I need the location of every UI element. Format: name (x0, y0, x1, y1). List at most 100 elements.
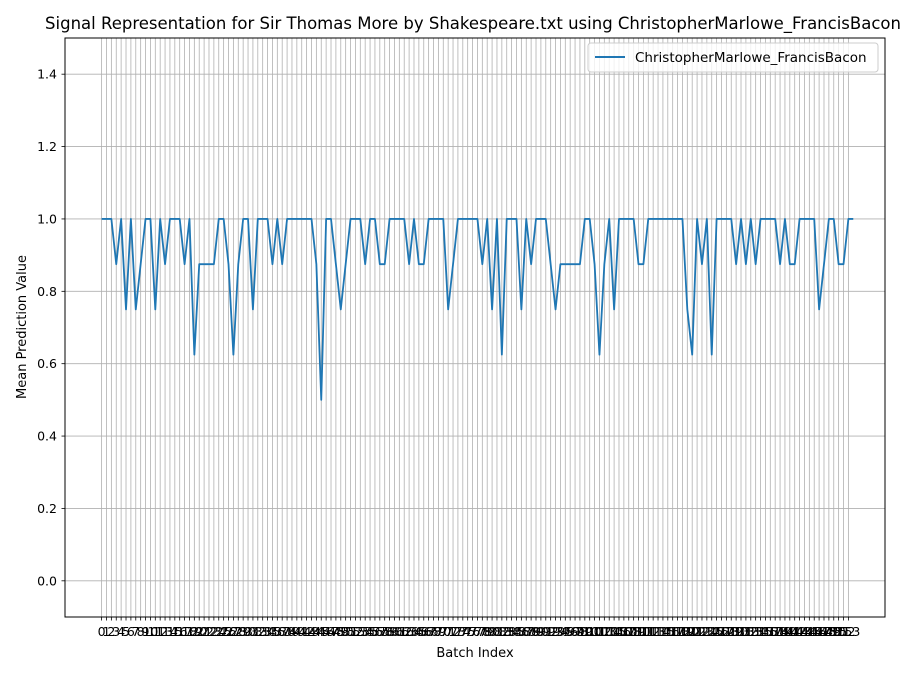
x-tick-label: 105 (602, 624, 626, 639)
x-tick-label: 33 (255, 624, 271, 639)
x-tick-label: 120 (675, 624, 699, 639)
x-tick-label: 87 (518, 624, 534, 639)
x-tick-label: 55 (362, 624, 378, 639)
y-tick-label: 0.2 (37, 501, 57, 516)
x-tick-label: 28 (230, 624, 246, 639)
x-tick-label: 130 (724, 624, 748, 639)
x-tick-label: 93 (548, 624, 564, 639)
x-tick-label: 24 (211, 624, 227, 639)
x-tick-label: 152 (832, 624, 856, 639)
x-tick-label: 119 (671, 624, 695, 639)
legend-box (587, 42, 879, 73)
x-tick-label: 3 (112, 624, 120, 639)
y-tick-label: 0.8 (37, 284, 57, 299)
x-tick-label: 43 (304, 624, 320, 639)
x-tick-label: 142 (783, 624, 807, 639)
x-tick-label: 72 (445, 624, 461, 639)
x-tick-label: 26 (221, 624, 237, 639)
x-tick-label: 67 (421, 624, 437, 639)
x-tick-label: 123 (690, 624, 714, 639)
x-tick-label: 40 (289, 624, 305, 639)
x-tick-label: 35 (264, 624, 280, 639)
x-tick-label: 114 (646, 624, 670, 639)
legend-label: ChristopherMarlowe_FrancisBacon (635, 50, 867, 66)
x-tick-label: 117 (661, 624, 685, 639)
x-tick-label: 47 (323, 624, 339, 639)
x-tick-label: 146 (802, 624, 826, 639)
x-tick-label: 1 (103, 624, 111, 639)
x-tick-label: 98 (572, 624, 588, 639)
x-tick-label: 9 (142, 624, 150, 639)
x-tick-label: 140 (773, 624, 797, 639)
x-tick-label: 46 (318, 624, 334, 639)
x-tick-label: 128 (714, 624, 738, 639)
x-tick-label: 144 (793, 624, 817, 639)
x-tick-label: 63 (401, 624, 417, 639)
x-axis-label: Batch Index (436, 646, 514, 661)
x-tick-label: 52 (347, 624, 363, 639)
y-tick-label: 1.0 (37, 211, 57, 226)
x-tick-label: 132 (734, 624, 758, 639)
x-tick-label: 51 (343, 624, 359, 639)
x-tick-label: 12 (152, 624, 168, 639)
x-tick-label: 69 (430, 624, 446, 639)
legend: ChristopherMarlowe_FrancisBacon (587, 42, 879, 73)
x-tick-label: 90 (533, 624, 549, 639)
x-tick-label: 108 (617, 624, 641, 639)
x-tick-label: 127 (710, 624, 734, 639)
x-tick-label: 37 (274, 624, 290, 639)
x-tick-label: 20 (191, 624, 207, 639)
y-tick-label: 0.4 (37, 429, 57, 444)
x-tick-label: 23 (206, 624, 222, 639)
x-tick-label: 2 (107, 624, 115, 639)
x-tick-label: 62 (396, 624, 412, 639)
x-tick-label: 80 (484, 624, 500, 639)
x-tick-label: 126 (705, 624, 729, 639)
x-tick-label: 11 (147, 624, 163, 639)
y-axis-label: Mean Prediction Value (15, 255, 30, 399)
x-tick-label: 136 (753, 624, 777, 639)
x-tick-label: 110 (627, 624, 651, 639)
x-tick-label: 42 (299, 624, 315, 639)
x-tick-label: 78 (474, 624, 490, 639)
x-tick-label: 81 (489, 624, 505, 639)
x-tick-label: 7 (132, 624, 140, 639)
x-tick-label: 139 (768, 624, 792, 639)
x-tick-label: 149 (817, 624, 841, 639)
x-tick-label: 30 (240, 624, 256, 639)
series-layer (101, 218, 854, 401)
x-tick-label: 79 (479, 624, 495, 639)
x-tick-label: 118 (666, 624, 690, 639)
y-tick-label: 0.6 (37, 356, 57, 371)
x-tick-label: 19 (186, 624, 202, 639)
x-tick-label: 59 (382, 624, 398, 639)
gridlines (65, 38, 885, 617)
x-tick-label: 4 (117, 624, 125, 639)
x-tick-label: 106 (607, 624, 631, 639)
x-tick-label: 50 (338, 624, 354, 639)
x-tick-label: 134 (744, 624, 768, 639)
x-tick-label: 137 (758, 624, 782, 639)
x-tick-label: 150 (822, 624, 846, 639)
x-tick-label: 75 (460, 624, 476, 639)
x-tick-label: 104 (597, 624, 621, 639)
x-tick-label: 116 (656, 624, 680, 639)
x-tick-label: 89 (528, 624, 544, 639)
x-tick-label: 38 (279, 624, 295, 639)
x-tick-label: 135 (749, 624, 773, 639)
x-tick-label: 88 (523, 624, 539, 639)
x-tick-label: 66 (416, 624, 432, 639)
x-tick-label: 45 (313, 624, 329, 639)
x-tick-label: 64 (406, 624, 422, 639)
x-tick-label: 48 (328, 624, 344, 639)
x-tick-label: 68 (426, 624, 442, 639)
x-tick-label: 109 (622, 624, 646, 639)
x-tick-label: 125 (700, 624, 724, 639)
x-tick-label: 141 (778, 624, 802, 639)
x-tick-label: 84 (504, 624, 520, 639)
x-tick-label: 94 (552, 624, 568, 639)
x-tick-label: 56 (367, 624, 383, 639)
x-tick-label: 31 (245, 624, 261, 639)
